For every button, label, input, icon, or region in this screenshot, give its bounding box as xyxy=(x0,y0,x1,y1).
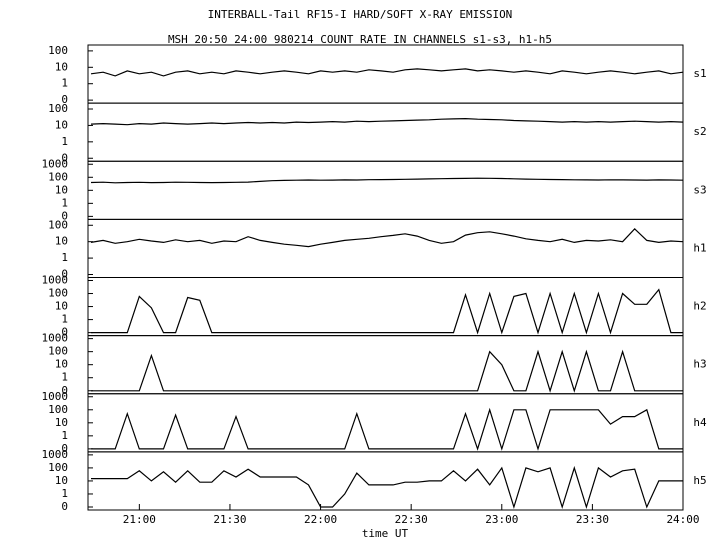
panel-label: h2 xyxy=(693,300,706,313)
y-tick-label: 0 xyxy=(61,151,68,164)
panel-label: s1 xyxy=(693,67,706,80)
y-tick-label: 1 xyxy=(61,371,68,384)
series-line xyxy=(90,68,684,77)
y-tick-label: 1 xyxy=(61,429,68,442)
chart-subtitle: MSH 20:50 24:00 980214 COUNT RATE IN CHA… xyxy=(168,33,552,46)
y-tick-label: 100 xyxy=(48,218,68,231)
x-tick-label: 23:30 xyxy=(576,513,609,526)
panel-frame xyxy=(87,160,684,220)
y-tick-label: 10 xyxy=(55,474,68,487)
y-tick-label: 1000 xyxy=(42,274,69,287)
series-line xyxy=(90,177,684,184)
y-tick-label: 100 xyxy=(48,345,68,358)
panel-frame xyxy=(87,335,684,395)
panel-label: h3 xyxy=(693,358,706,371)
y-tick-label: 100 xyxy=(48,44,68,57)
y-tick-label: 1 xyxy=(61,135,68,148)
panel-label: h5 xyxy=(693,474,706,487)
y-tick-label: 100 xyxy=(48,170,68,183)
y-tick-label: 10 xyxy=(55,60,68,73)
y-tick-label: 0 xyxy=(61,326,68,339)
y-tick-label: 10 xyxy=(55,183,68,196)
panel-label: h1 xyxy=(693,241,706,254)
y-tick-label: 0 xyxy=(61,93,68,106)
y-tick-label: 100 xyxy=(48,461,68,474)
y-tick-label: 1000 xyxy=(42,332,69,345)
y-tick-label: 100 xyxy=(48,403,68,416)
panel-frame xyxy=(87,44,684,104)
x-tick-label: 22:30 xyxy=(395,513,428,526)
x-tick-label: 24:00 xyxy=(666,513,699,526)
panel-label: s3 xyxy=(693,183,706,196)
y-tick-label: 10 xyxy=(55,416,68,429)
x-axis-label: time UT xyxy=(362,527,409,540)
panel-label: h4 xyxy=(693,416,707,429)
y-tick-label: 1000 xyxy=(42,390,69,403)
series-line xyxy=(91,407,683,451)
panel-label: s2 xyxy=(693,125,706,138)
y-tick-label: 0 xyxy=(61,442,68,455)
x-tick-label: 22:00 xyxy=(304,513,337,526)
y-tick-label: 1 xyxy=(61,77,68,90)
y-tick-label: 1000 xyxy=(42,157,69,170)
y-tick-label: 10 xyxy=(55,235,68,248)
y-tick-label: 100 xyxy=(48,287,68,300)
y-tick-label: 10 xyxy=(55,358,68,371)
series-line xyxy=(90,228,684,248)
y-tick-label: 0 xyxy=(61,500,68,513)
y-tick-label: 0 xyxy=(61,268,68,281)
y-tick-label: 1 xyxy=(61,487,68,500)
y-tick-label: 10 xyxy=(55,300,68,313)
x-tick-label: 23:00 xyxy=(485,513,518,526)
y-tick-label: 0 xyxy=(61,384,68,397)
y-tick-label: 0 xyxy=(61,209,68,222)
y-tick-label: 10 xyxy=(55,118,68,131)
y-tick-label: 1000 xyxy=(42,448,69,461)
x-tick-label: 21:30 xyxy=(213,513,246,526)
series-line xyxy=(90,117,684,126)
x-tick-label: 21:00 xyxy=(123,513,156,526)
y-tick-label: 1 xyxy=(61,251,68,264)
series-line xyxy=(91,288,683,335)
y-tick-label: 1 xyxy=(61,196,68,209)
y-tick-label: 1 xyxy=(61,313,68,326)
series-line xyxy=(91,465,683,510)
panel-frame xyxy=(87,393,684,453)
panel-frame xyxy=(87,102,684,162)
series-line xyxy=(91,349,683,393)
panel-frame xyxy=(87,218,684,278)
y-tick-label: 100 xyxy=(48,102,68,115)
chart-title: INTERBALL-Tail RF15-I HARD/SOFT X-RAY EM… xyxy=(208,8,513,21)
